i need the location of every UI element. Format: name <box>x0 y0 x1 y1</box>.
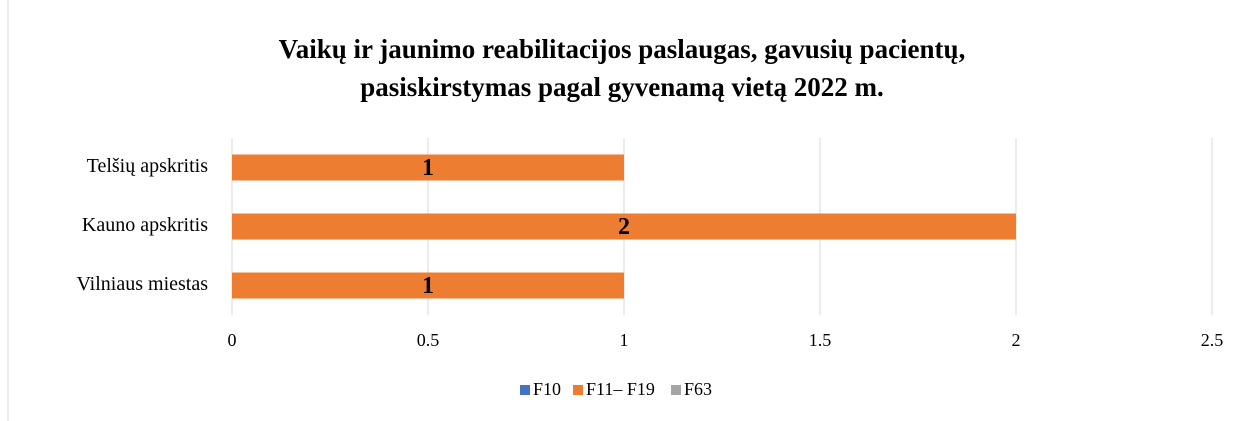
legend-label: F11– F19 <box>586 379 655 399</box>
y-tick-label: Vilniaus miestas <box>76 273 208 295</box>
data-label: 2 <box>618 214 630 240</box>
x-tick-label: 0 <box>228 330 237 350</box>
chart-title: Vaikų ir jaunimo reabilitacijos paslauga… <box>279 34 966 64</box>
legend-swatch <box>520 385 530 395</box>
legend-swatch <box>671 385 681 395</box>
bar <box>232 272 624 299</box>
y-tick-label: Kauno apskritis <box>82 214 208 236</box>
legend-label: F63 <box>684 379 712 399</box>
x-tick-label: 1 <box>620 330 629 350</box>
legend-label: F10 <box>533 379 561 399</box>
bar <box>232 213 1016 240</box>
legend-swatch <box>573 385 583 395</box>
y-tick-label: Telšių apskritis <box>87 155 209 177</box>
data-label: 1 <box>422 273 434 299</box>
data-label: 1 <box>422 155 434 181</box>
x-tick-label: 1.5 <box>809 330 832 350</box>
chart-subtitle: pasiskirstymas pagal gyvenamą vietą 2022… <box>360 72 884 102</box>
bar <box>232 154 624 181</box>
x-tick-label: 2 <box>1012 330 1021 350</box>
x-tick-label: 2.5 <box>1201 330 1224 350</box>
x-tick-label: 0.5 <box>417 330 440 350</box>
